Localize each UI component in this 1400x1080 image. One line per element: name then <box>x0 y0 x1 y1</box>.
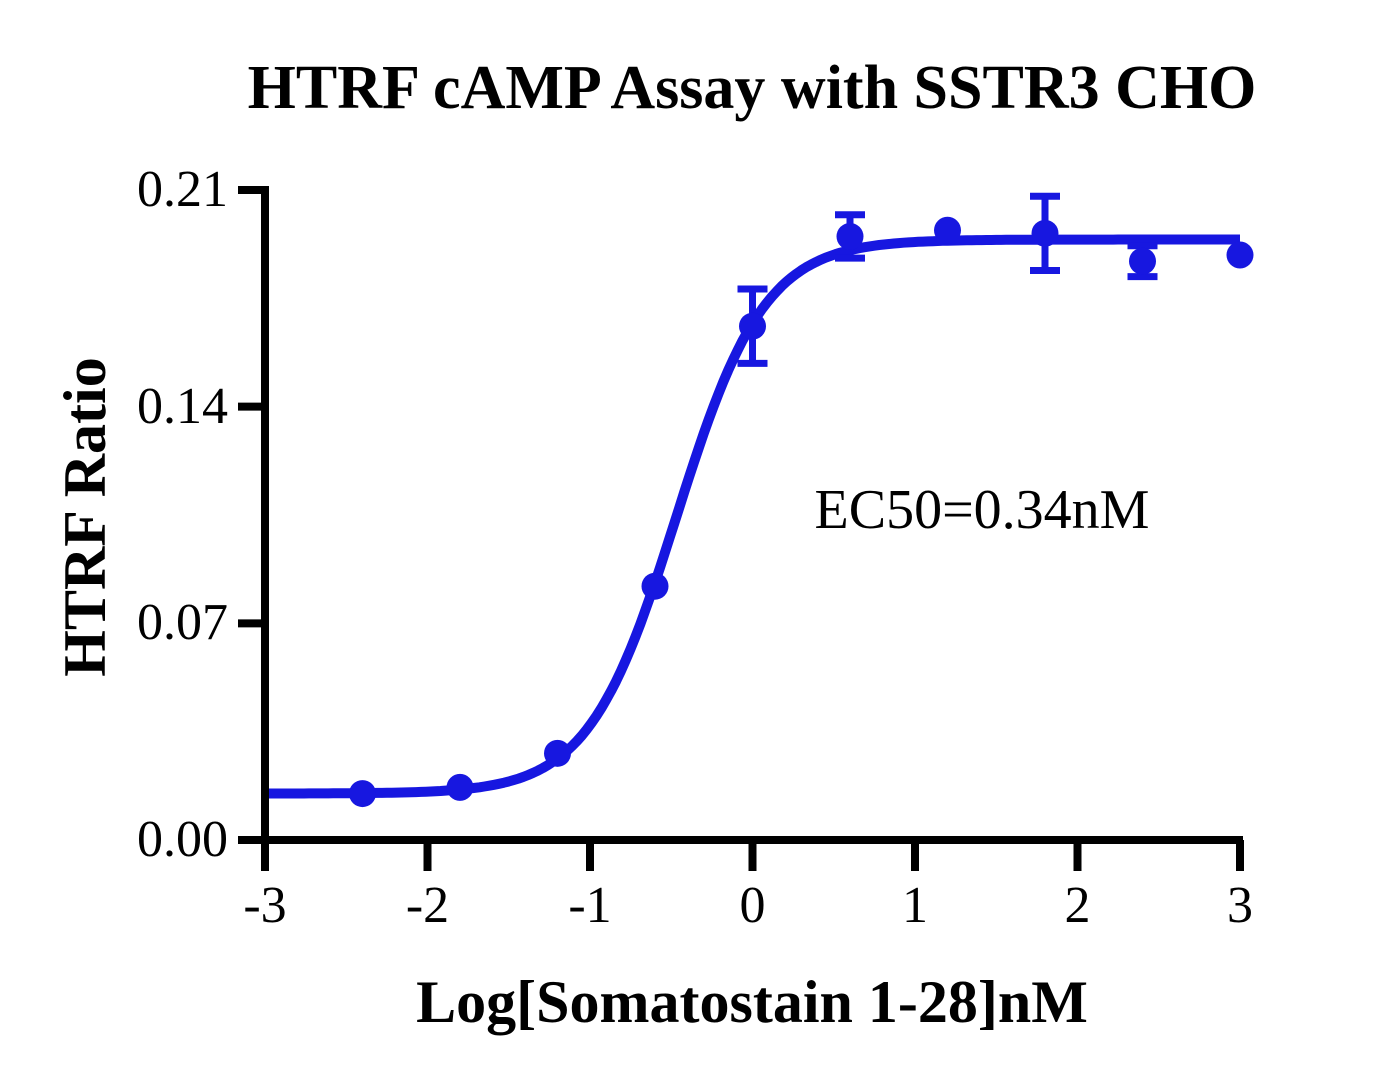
data-point <box>836 222 864 250</box>
y-axis-title: HTRF Ratio <box>52 357 118 677</box>
y-tick-label: 0.14 <box>137 377 228 435</box>
data-point <box>446 773 474 801</box>
x-tick-label: 1 <box>902 877 928 934</box>
x-tick-label: -3 <box>243 877 287 934</box>
data-point <box>1226 241 1254 269</box>
data-point <box>1129 247 1156 275</box>
x-axis-title: Log[Somatostain 1-28]nM <box>416 969 1088 1035</box>
y-tick-label: 0.21 <box>137 161 228 218</box>
x-tick-label: -1 <box>568 877 612 934</box>
y-tick-label: 0.00 <box>137 811 228 868</box>
data-point <box>739 312 766 340</box>
x-tick-label: 0 <box>739 877 766 934</box>
x-tick-label: -2 <box>405 877 450 934</box>
data-point <box>349 780 376 808</box>
x-tick-label: 2 <box>1064 877 1091 934</box>
ec50-annotation: EC50=0.34nM <box>814 479 1150 541</box>
x-tick-label: 3 <box>1227 877 1253 934</box>
data-point <box>641 572 669 600</box>
y-tick-label: 0.07 <box>137 594 228 652</box>
data-point <box>544 739 571 767</box>
data-point <box>1031 219 1059 247</box>
data-point <box>934 216 961 244</box>
chart-title: HTRF cAMP Assay with SSTR3 CHO <box>247 54 1257 122</box>
